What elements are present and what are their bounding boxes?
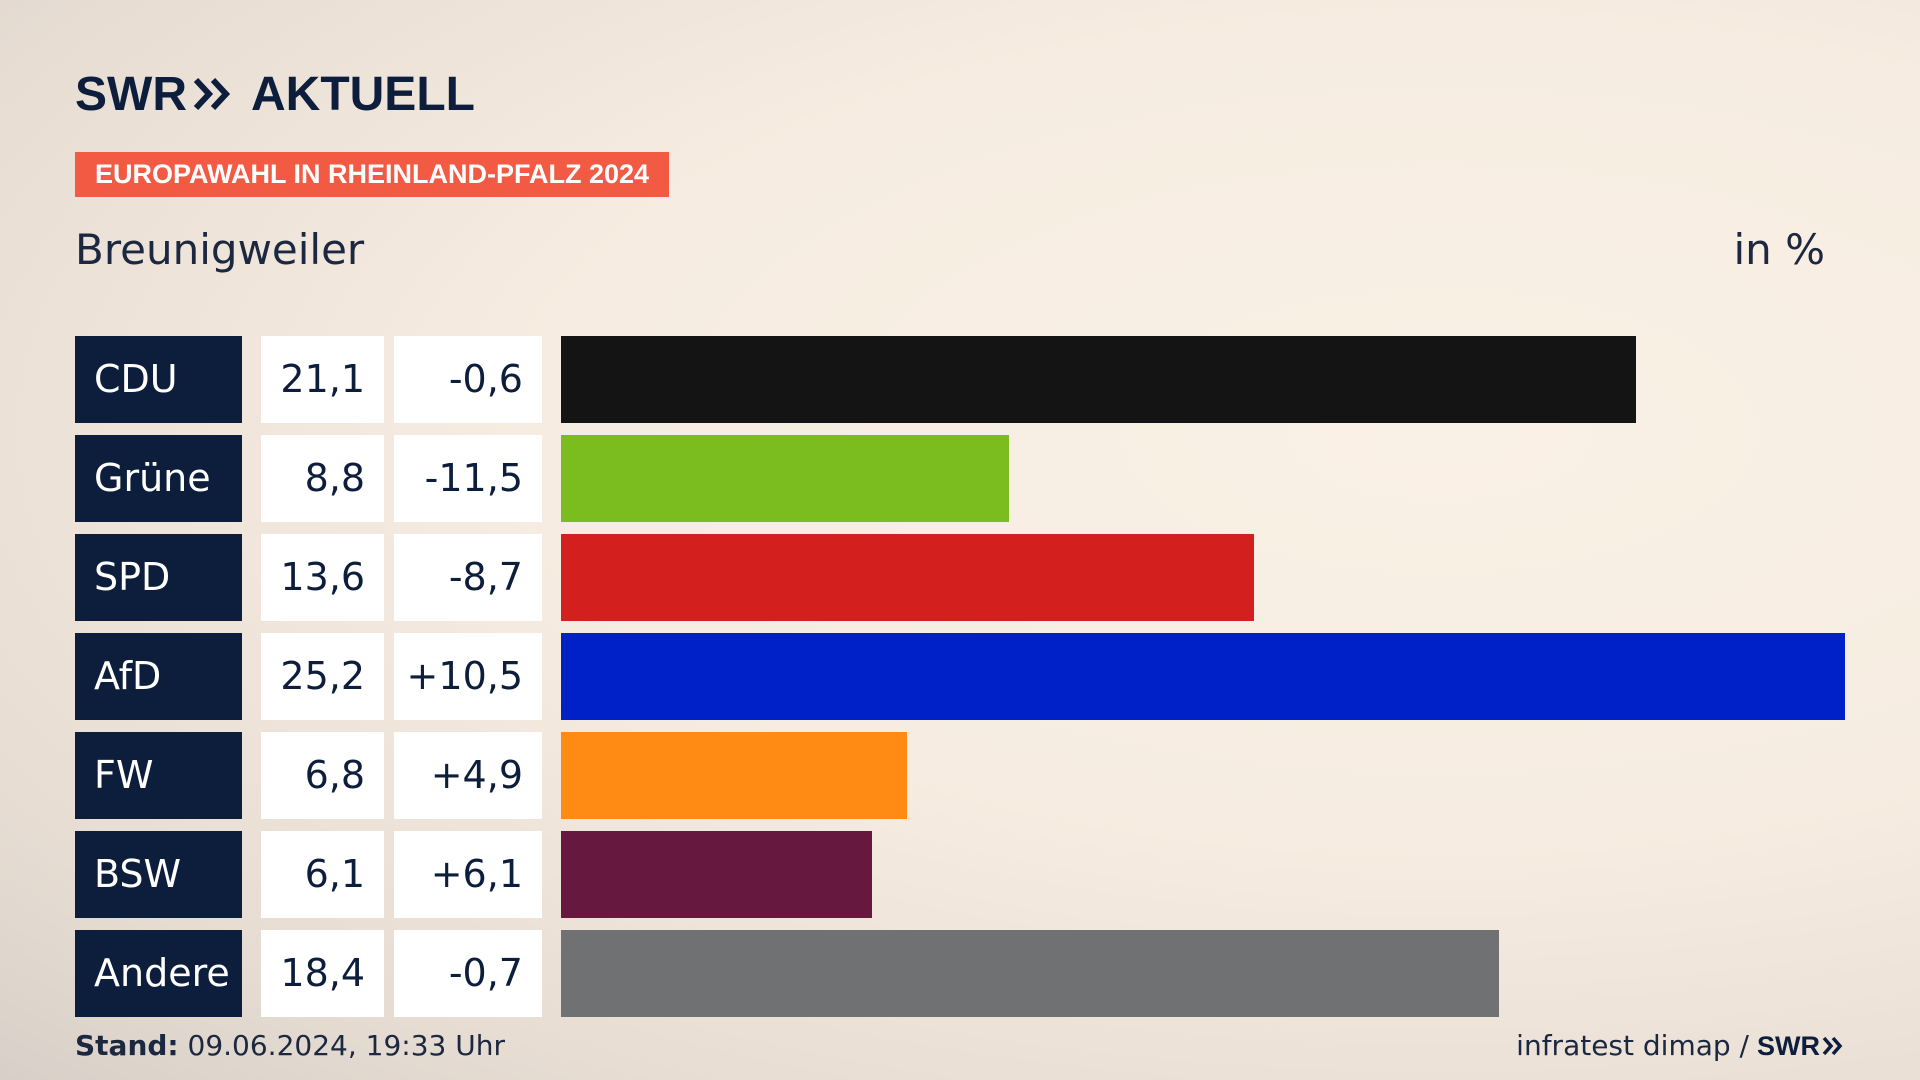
vote-share: 25,2: [261, 633, 384, 720]
party-label: BSW: [75, 831, 242, 918]
result-bar: [561, 831, 872, 918]
stand-value: 09.06.2024, 19:33 Uhr: [178, 1029, 505, 1062]
timestamp: Stand: 09.06.2024, 19:33 Uhr: [75, 1028, 505, 1064]
result-bar: [561, 633, 1845, 720]
double-chevron-icon: [193, 77, 233, 111]
result-bar: [561, 930, 1499, 1017]
party-label: CDU: [75, 336, 242, 423]
vote-share: 6,1: [261, 831, 384, 918]
party-label: FW: [75, 732, 242, 819]
unit-label: in %: [1733, 225, 1825, 274]
vote-change: -0,6: [394, 336, 542, 423]
vote-change: -8,7: [394, 534, 542, 621]
party-label: Grüne: [75, 435, 242, 522]
vote-share: 6,8: [261, 732, 384, 819]
swr-small-logo: SWR: [1757, 1028, 1844, 1064]
party-label: AfD: [75, 633, 242, 720]
party-label: SPD: [75, 534, 242, 621]
result-bar: [561, 435, 1009, 522]
vote-share: 18,4: [261, 930, 384, 1017]
vote-change: -0,7: [394, 930, 542, 1017]
election-tag: EUROPAWAHL IN RHEINLAND-PFALZ 2024: [75, 152, 670, 197]
swr-aktuell-logo: SWR AKTUELL: [75, 66, 475, 122]
small-double-chevron-icon: [1822, 1036, 1843, 1056]
vote-change: +6,1: [394, 831, 542, 918]
vote-change: +10,5: [394, 633, 542, 720]
result-bar: [561, 336, 1636, 423]
result-bar: [561, 534, 1254, 621]
logo-swr-text: SWR: [75, 67, 187, 121]
logo-aktuell-text: AKTUELL: [250, 67, 475, 121]
vote-share: 13,6: [261, 534, 384, 621]
result-bar: [561, 732, 907, 819]
party-label: Andere: [75, 930, 242, 1017]
stand-label: Stand:: [75, 1029, 179, 1062]
source-text: infratest dimap /: [1516, 1029, 1749, 1062]
chart-subtitle: Breunigweiler: [75, 225, 365, 274]
source-credit: infratest dimap / SWR: [1516, 1028, 1844, 1064]
vote-share: 21,1: [261, 336, 384, 423]
vote-change: +4,9: [394, 732, 542, 819]
swr-small-text: SWR: [1757, 1031, 1820, 1061]
vote-share: 8,8: [261, 435, 384, 522]
vote-change: -11,5: [394, 435, 542, 522]
